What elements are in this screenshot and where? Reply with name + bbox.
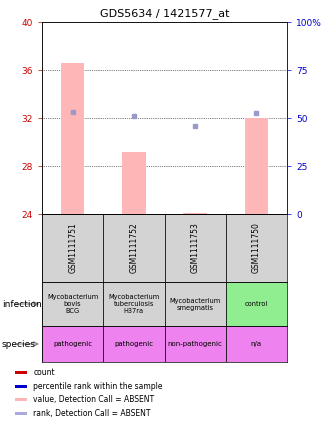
Bar — [226, 326, 287, 362]
Bar — [183, 213, 207, 214]
Bar — [15, 385, 27, 388]
Bar — [15, 398, 27, 401]
Bar — [42, 282, 103, 326]
Bar — [15, 412, 27, 415]
Bar — [42, 326, 103, 362]
Bar — [164, 214, 226, 282]
Text: pathogenic: pathogenic — [53, 341, 92, 347]
Text: infection: infection — [2, 299, 41, 308]
Text: species: species — [2, 340, 36, 349]
Bar — [164, 282, 226, 326]
Text: value, Detection Call = ABSENT: value, Detection Call = ABSENT — [33, 395, 154, 404]
Bar — [103, 214, 164, 282]
Bar — [122, 151, 146, 214]
Text: Mycobacterium
smegmatis: Mycobacterium smegmatis — [170, 297, 221, 310]
Bar — [164, 326, 226, 362]
Text: Mycobacterium
bovis
BCG: Mycobacterium bovis BCG — [47, 294, 98, 314]
Text: GSM1111752: GSM1111752 — [129, 222, 138, 273]
Text: count: count — [33, 368, 55, 377]
Bar — [245, 118, 268, 214]
Text: n/a: n/a — [251, 341, 262, 347]
Text: non-pathogenic: non-pathogenic — [168, 341, 222, 347]
Bar — [15, 371, 27, 374]
Text: GSM1111750: GSM1111750 — [252, 222, 261, 273]
Text: GSM1111751: GSM1111751 — [68, 222, 77, 273]
Text: pathogenic: pathogenic — [114, 341, 153, 347]
Bar — [226, 282, 287, 326]
Bar — [61, 63, 84, 214]
Text: Mycobacterium
tuberculosis
H37ra: Mycobacterium tuberculosis H37ra — [108, 294, 159, 314]
Bar — [42, 214, 103, 282]
Text: GSM1111753: GSM1111753 — [191, 222, 200, 273]
Text: rank, Detection Call = ABSENT: rank, Detection Call = ABSENT — [33, 409, 151, 418]
Bar — [103, 282, 164, 326]
Text: percentile rank within the sample: percentile rank within the sample — [33, 382, 163, 391]
Bar — [103, 326, 164, 362]
Text: control: control — [245, 301, 268, 307]
Bar — [226, 214, 287, 282]
Text: GDS5634 / 1421577_at: GDS5634 / 1421577_at — [100, 8, 230, 19]
